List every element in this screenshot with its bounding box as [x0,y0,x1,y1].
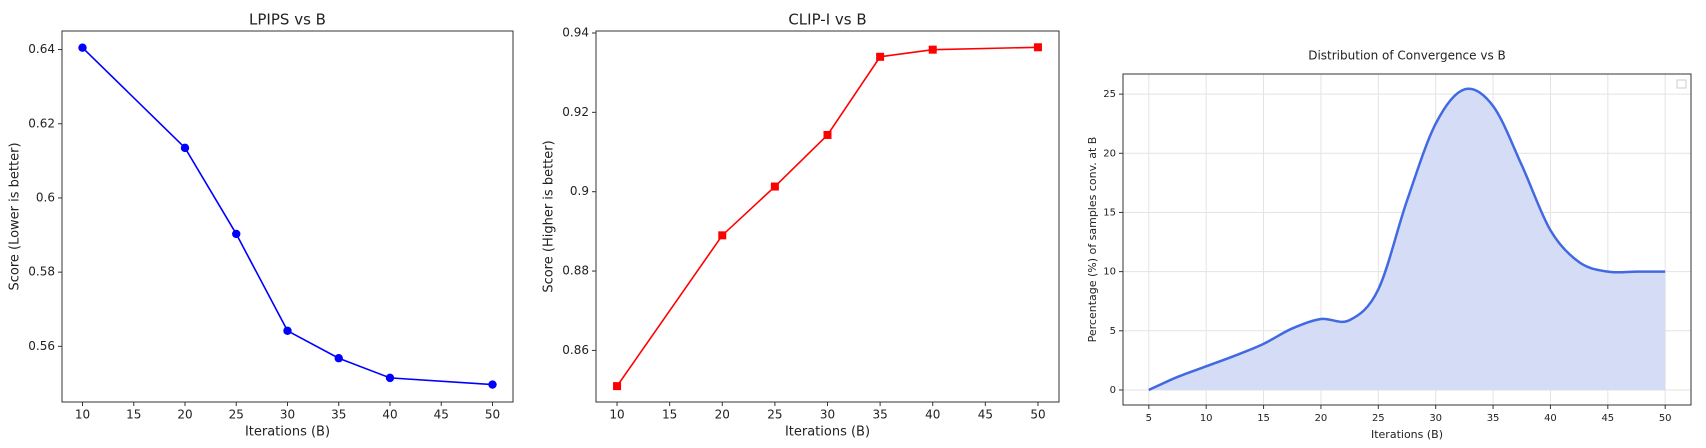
x-tick-label: 50 [1030,408,1045,422]
y-tick-label: 0.88 [562,264,589,278]
marker [385,373,395,383]
y-axis-label: Score (Lower is better) [8,142,23,290]
plot-frame [61,30,514,403]
marker [613,382,622,391]
line [616,46,1038,387]
area-line [1148,87,1666,392]
chart-title: Distribution of Convergence vs B [1308,49,1506,63]
y-tick-label: 0.92 [562,105,589,119]
y-axis-label: Score (Higher is better) [542,140,557,292]
x-tick-label: 30 [1429,413,1442,424]
x-tick-label: 25 [229,408,244,422]
marker [232,229,241,239]
y-tick-label: 15 [1103,207,1116,218]
y-tick-label: 0.62 [28,116,55,130]
x-tick-label: 40 [925,408,940,422]
marker [928,45,937,54]
y-tick-label: 10 [1103,267,1116,278]
x-tick-label: 45 [1601,413,1614,424]
x-tick-label: 40 [382,408,397,422]
x-tick-label: 15 [1257,413,1270,424]
marker [876,52,885,61]
plot-frame [595,30,1060,403]
y-tick-label: 25 [1103,89,1116,100]
x-axis-label: Iterations (B) [1371,428,1443,441]
y-tick-label: 0.86 [562,343,589,357]
marker [283,326,292,335]
chart-title: LPIPS vs B [249,11,326,29]
x-axis-label: Iterations (B) [245,425,330,440]
marker [334,354,343,363]
y-tick-label: 0.9 [570,184,589,198]
x-tick-label: 15 [662,408,677,422]
y-axis-label: Percentage (%) of samples conv. at B [1086,137,1099,343]
marker [718,231,727,240]
x-tick-label: 35 [872,408,887,422]
marker [770,182,779,191]
x-tick-label: 35 [331,408,346,422]
legend-box [1676,79,1687,89]
x-tick-label: 50 [485,408,500,422]
y-tick-label: 0.6 [36,190,55,204]
x-tick-label: 20 [715,408,730,422]
x-axis-label: Iterations (B) [785,425,870,440]
x-tick-label: 45 [434,408,449,422]
y-tick-label: 0 [1110,385,1116,396]
chart: CLIP-I vs B 10 15 20 25 30 35 40 45 50 0.86 0.88 0.9… [542,11,1060,440]
x-tick-label: 30 [280,408,295,422]
x-tick-label: 50 [1659,413,1672,424]
x-tick-label: 25 [767,408,782,422]
y-tick-label: 0.94 [562,25,589,39]
area-fill [1148,88,1666,390]
x-tick-label: 5 [1146,413,1152,424]
x-tick-label: 25 [1372,413,1385,424]
marker [823,130,832,139]
y-tick-label: 5 [1110,326,1116,337]
x-tick-label: 45 [978,408,993,422]
marker [78,43,87,52]
chart: LPIPS vs B 10 15 20 25 30 35 40 45 50 0.56 0.58 0.6 0… [8,11,514,440]
marker [180,143,190,153]
x-tick-label: 10 [609,408,624,422]
y-tick-label: 0.56 [28,339,55,353]
chart-title: CLIP-I vs B [788,11,866,29]
x-tick-label: 40 [1544,413,1557,424]
x-tick-label: 20 [177,408,192,422]
x-tick-label: 10 [75,408,90,422]
y-tick-label: 0.58 [28,265,55,279]
chart: Distribution of Convergence vs B 5 10 15 20 2… [1086,49,1692,441]
marker [1033,43,1042,52]
y-tick-label: 0.64 [28,42,55,56]
y-tick-label: 20 [1103,148,1116,159]
x-tick-label: 30 [820,408,835,422]
x-tick-label: 10 [1200,413,1213,424]
x-tick-label: 15 [126,408,141,422]
x-tick-label: 35 [1487,413,1500,424]
x-tick-label: 20 [1315,413,1328,424]
plot-frame [1122,73,1692,406]
marker [488,380,497,389]
